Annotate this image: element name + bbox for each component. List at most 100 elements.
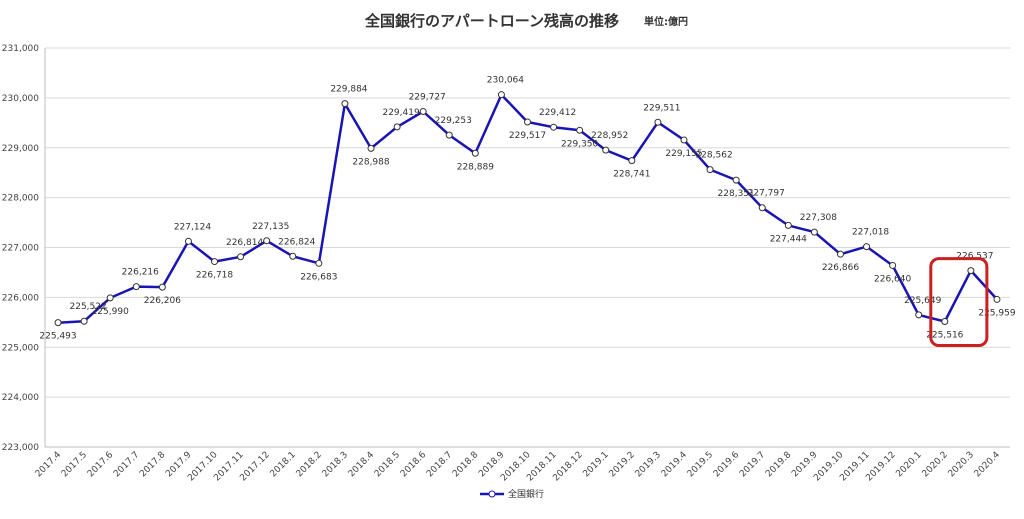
x-tick-label: 2017.6 [86, 450, 116, 480]
data-label: 229,884 [330, 85, 367, 95]
data-label: 225,649 [904, 296, 941, 306]
data-label: 225,493 [39, 332, 76, 342]
gridlines [45, 47, 1010, 448]
x-tick-label: 2018.5 [373, 450, 402, 479]
x-tick-label: 2019.4 [660, 450, 690, 480]
data-point [524, 118, 531, 126]
data-point [263, 237, 271, 245]
y-tick-label: 230,000 [2, 94, 39, 104]
x-tick-label: 2017.5 [60, 450, 89, 479]
data-label: 229,727 [409, 92, 446, 102]
data-label: 226,216 [122, 268, 159, 278]
data-point [445, 131, 453, 139]
data-label: 227,018 [852, 228, 889, 238]
x-tick-label: 2020.1 [894, 450, 923, 479]
data-label: 227,444 [770, 234, 807, 244]
x-tick-label: 2020.3 [947, 450, 976, 479]
data-label: 227,124 [174, 222, 211, 232]
data-label: 225,522 [70, 302, 107, 312]
data-label: 227,135 [252, 222, 289, 232]
data-point [654, 118, 662, 126]
y-tick-label: 229,000 [2, 144, 39, 154]
data-label: 229,412 [539, 108, 576, 118]
data-label: 229,419 [382, 108, 419, 118]
x-tick-label: 2018.8 [451, 450, 481, 480]
data-label: 226,824 [278, 237, 315, 247]
y-tick-label: 227,000 [2, 244, 39, 254]
x-tick-label: 2019.6 [712, 450, 742, 480]
data-label: 229,253 [435, 116, 472, 126]
data-label: 228,889 [457, 162, 494, 172]
y-tick-label: 225,000 [2, 343, 39, 353]
data-label: 228,952 [591, 131, 628, 141]
data-point [836, 250, 844, 258]
data-point [471, 149, 479, 157]
data-point [237, 253, 245, 261]
data-point [289, 252, 297, 260]
data-label: 228,562 [695, 151, 732, 161]
data-point [576, 126, 584, 134]
data-point [54, 319, 62, 327]
data-point [419, 107, 427, 115]
x-tick-label: 2017.8 [138, 450, 168, 480]
x-tick-label: 2018.2 [295, 450, 324, 479]
data-point [550, 123, 558, 131]
x-tick-label: 2017.4 [34, 450, 64, 480]
x-tick-label: 2020.2 [921, 450, 950, 479]
data-point [941, 318, 949, 326]
y-tick-label: 228,000 [2, 194, 39, 204]
series-layer [54, 91, 1001, 327]
data-label: 228,741 [613, 170, 650, 180]
unit-label: 単位:億円 [644, 15, 688, 28]
data-point [602, 146, 610, 154]
data-point [341, 100, 349, 108]
x-tick-label: 2019.3 [634, 450, 663, 479]
data-label: 229,511 [643, 103, 680, 113]
data-label: 225,959 [978, 308, 1015, 318]
data-label: 226,866 [822, 263, 859, 273]
data-point [80, 317, 88, 325]
series-line [57, 93, 998, 324]
x-axis: 2017.42017.52017.62017.72017.82017.92017… [34, 446, 1010, 483]
data-label: 230,064 [487, 76, 524, 86]
y-tick-label: 224,000 [2, 393, 39, 403]
data-label: 229,155 [665, 149, 702, 159]
data-label: 227,797 [748, 189, 785, 199]
data-label: 229,350 [561, 139, 598, 149]
data-point [732, 176, 740, 184]
x-tick-label: 2018.1 [269, 450, 298, 479]
data-label: 229,517 [509, 131, 546, 141]
data-point [889, 261, 897, 269]
data-point [184, 237, 192, 245]
data-label: 226,718 [196, 271, 233, 281]
data-point [758, 204, 766, 212]
data-label: 226,814 [226, 238, 263, 248]
legend-marker [488, 490, 496, 498]
data-label: 228,988 [352, 157, 389, 167]
data-point [863, 243, 871, 251]
data-point [810, 228, 818, 236]
x-tick-label: 2019.1 [582, 450, 611, 479]
chart-title: 全国銀行のアパートローン残高の推移 [364, 12, 619, 30]
data-point [915, 311, 923, 319]
data-label: 226,537 [956, 252, 993, 262]
highlight-rect [929, 257, 989, 348]
data-label: 227,308 [800, 213, 837, 223]
x-tick-label: 2018.6 [399, 450, 429, 480]
data-point [132, 283, 140, 291]
data-point [315, 259, 323, 267]
x-tick-label: 2018.4 [347, 450, 377, 480]
legend-label: 全国銀行 [508, 488, 544, 500]
data-point [106, 294, 114, 302]
data-point [784, 221, 792, 229]
data-label: 226,206 [144, 296, 181, 306]
x-tick-label: 2019.7 [738, 450, 767, 479]
data-point [706, 166, 714, 174]
x-tick-label: 2020.4 [973, 450, 1003, 480]
y-tick-label: 226,000 [2, 293, 39, 303]
x-tick-label: 2017.7 [112, 450, 141, 479]
data-point [393, 123, 401, 131]
x-tick-label: 2018.3 [321, 450, 350, 479]
